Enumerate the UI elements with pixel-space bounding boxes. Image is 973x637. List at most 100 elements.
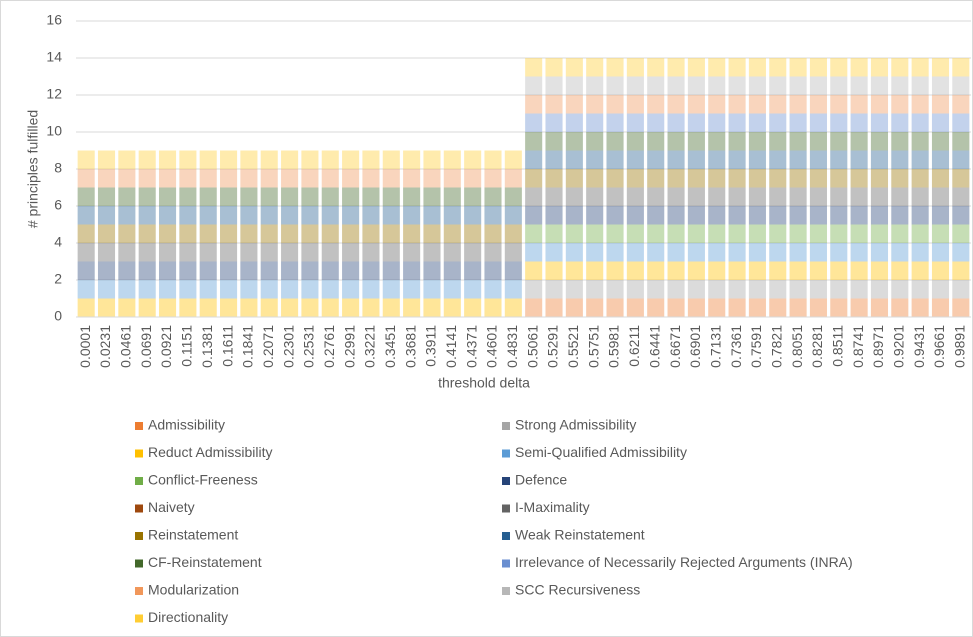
bar-segment xyxy=(504,280,522,299)
legend-label: Directionality xyxy=(148,609,228,625)
bar-segment xyxy=(931,113,950,132)
bar-segment xyxy=(525,150,543,169)
bar-segment xyxy=(464,150,482,169)
bar-segment xyxy=(281,150,299,169)
bar-segment xyxy=(565,169,583,188)
bar-segment xyxy=(667,243,685,262)
bar-segment xyxy=(342,169,360,188)
bar-segment xyxy=(565,224,583,243)
bar-segment xyxy=(77,298,95,317)
x-tick-label: 0.0001 xyxy=(77,325,93,368)
bar-segment xyxy=(667,169,685,188)
bar-segment xyxy=(382,280,400,299)
x-tick-label: 0.9201 xyxy=(891,325,907,368)
bar-segment xyxy=(809,261,827,280)
bar-segment xyxy=(545,150,563,169)
bar-segment xyxy=(687,187,705,206)
bar-segment xyxy=(403,169,421,188)
bar-segment xyxy=(606,150,624,169)
bar-segment xyxy=(301,224,319,243)
y-tick-label: 10 xyxy=(46,123,62,139)
bar-segment xyxy=(789,224,807,243)
y-tick-label: 12 xyxy=(46,86,62,102)
bar-segment xyxy=(809,58,827,77)
bar-segment xyxy=(199,187,217,206)
bar-segment xyxy=(118,169,136,188)
bar-segment xyxy=(301,243,319,262)
bar-segment xyxy=(667,280,685,299)
bar-segment xyxy=(586,58,604,77)
bar-segment xyxy=(708,261,726,280)
bar-segment xyxy=(281,243,299,262)
bar-segment xyxy=(301,280,319,299)
x-tick-label: 0.3451 xyxy=(382,325,398,368)
x-tick-label: 0.4371 xyxy=(463,325,479,368)
bar-segment xyxy=(118,187,136,206)
bar-segment xyxy=(667,150,685,169)
bar-segment xyxy=(362,224,380,243)
x-tick-label: 0.7591 xyxy=(748,325,764,368)
x-tick-label: 0.8051 xyxy=(789,325,805,368)
bar-segment xyxy=(464,261,482,280)
bar-segment xyxy=(240,224,258,243)
bar-segment xyxy=(342,224,360,243)
bar-segment xyxy=(891,243,909,262)
bar-segment xyxy=(911,113,929,132)
bar-segment xyxy=(342,261,360,280)
bar-segment xyxy=(606,243,624,262)
bar-segment xyxy=(931,58,950,77)
bar-segment xyxy=(586,150,604,169)
bar-segment xyxy=(301,150,319,169)
bar-segment xyxy=(586,169,604,188)
bar-segment xyxy=(423,298,441,317)
bar-segment xyxy=(97,150,116,169)
bar-segment xyxy=(769,224,787,243)
bar-segment xyxy=(158,150,177,169)
bar-segment xyxy=(281,298,299,317)
bar-segment xyxy=(382,169,400,188)
bar-segment xyxy=(586,113,604,132)
bar-segment xyxy=(809,187,827,206)
bar-segment xyxy=(565,298,583,317)
bar-segment xyxy=(179,224,197,243)
bar-segment xyxy=(891,76,909,95)
bar-segment xyxy=(301,206,319,225)
bar-segment xyxy=(240,243,258,262)
bar-segment xyxy=(870,95,889,114)
bar-segment xyxy=(891,298,909,317)
bar-segment xyxy=(586,206,604,225)
bar-segment xyxy=(97,224,116,243)
bar-segment xyxy=(138,261,156,280)
bar-segment xyxy=(769,58,787,77)
bar-segment xyxy=(647,298,665,317)
bar-segment xyxy=(199,169,217,188)
bar-segment xyxy=(586,298,604,317)
bar-segment xyxy=(97,261,116,280)
bar-segment xyxy=(525,206,543,225)
bar-segment xyxy=(586,280,604,299)
x-tick-label: 0.7821 xyxy=(768,325,784,368)
bar-segment xyxy=(423,261,441,280)
bar-segment xyxy=(728,243,746,262)
bar-segment xyxy=(362,298,380,317)
bar-segment xyxy=(260,150,278,169)
x-tick-label: 0.3911 xyxy=(423,325,439,367)
bar-segment xyxy=(687,58,705,77)
bar-segment xyxy=(403,187,421,206)
bar-segment xyxy=(586,224,604,243)
bar-segment xyxy=(911,187,929,206)
bar-segment xyxy=(647,280,665,299)
bar-segment xyxy=(748,150,766,169)
bar-segment xyxy=(830,187,848,206)
bar-segment xyxy=(789,280,807,299)
bar-segment xyxy=(952,224,970,243)
legend-swatch xyxy=(502,559,510,568)
x-tick-label: 0.0231 xyxy=(97,325,113,368)
bar-segment xyxy=(789,298,807,317)
bar-segment xyxy=(138,169,156,188)
bar-segment xyxy=(911,150,929,169)
bar-segment xyxy=(667,113,685,132)
bar-segment xyxy=(728,58,746,77)
